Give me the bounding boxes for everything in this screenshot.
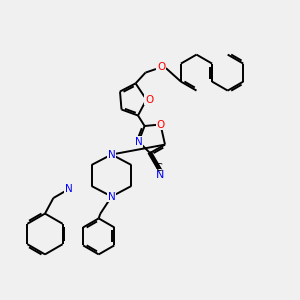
Text: C: C	[156, 163, 162, 173]
Text: N: N	[135, 136, 142, 147]
Text: N: N	[108, 149, 116, 160]
Text: N: N	[108, 191, 116, 202]
Text: O: O	[156, 119, 165, 130]
Text: O: O	[157, 62, 166, 73]
Text: N: N	[65, 184, 73, 194]
Text: O: O	[145, 94, 154, 105]
Text: N: N	[155, 169, 164, 180]
